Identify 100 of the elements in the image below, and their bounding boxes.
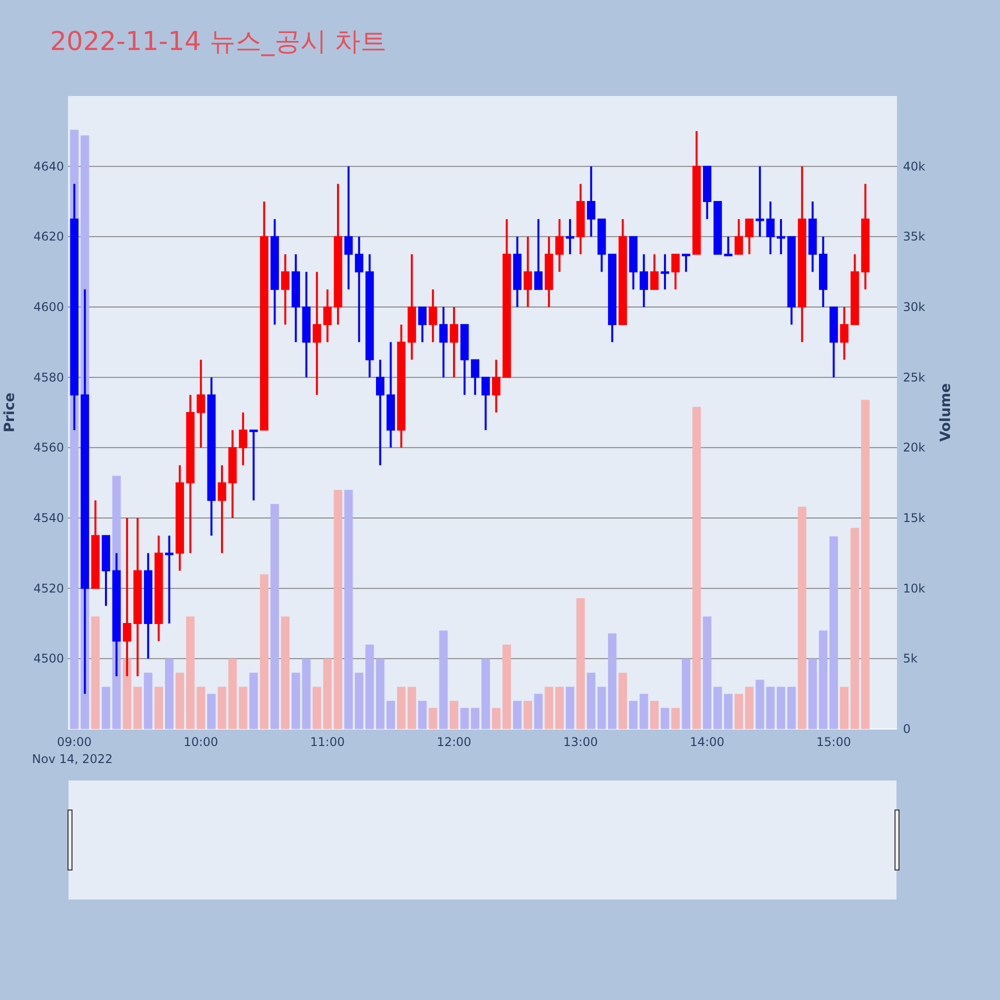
bar [418,700,427,729]
bar [629,700,638,729]
bar [745,686,754,729]
candlestick [734,218,743,256]
bar [713,686,722,729]
candlestick [428,288,438,344]
bar [692,406,701,729]
y-tick-label: 4600 [33,300,64,314]
bar [397,686,406,729]
candlestick [650,253,659,290]
candlestick [481,376,490,432]
bar [228,658,237,729]
bar [555,686,564,729]
bar [450,700,458,729]
bar [218,686,226,729]
candlestick [165,534,174,624]
y2-tick-label: 35k [903,230,926,244]
bar [524,700,532,729]
x-tick-label: 09:00 [57,735,92,749]
bar [122,658,132,729]
y2-tick-label: 40k [903,159,926,174]
candlestick [218,464,226,554]
candlestick [249,429,258,502]
candlestick [534,218,543,290]
bar [798,506,806,729]
text: Nov 14, 2022 [32,752,113,766]
y2-tick-label: 20k [903,440,926,455]
x-tick-label: 13:00 [563,735,598,749]
bar [312,686,322,729]
x-tick-label: 14:00 [690,735,724,749]
y-tick-label: 4540 [33,511,64,525]
candlestick [555,218,564,273]
bar [724,694,732,729]
candlestick [756,165,764,238]
bar [544,686,554,729]
bar [344,490,353,729]
x-tick-label: 11:00 [310,735,345,749]
bar [829,536,838,729]
candlestick [439,306,448,378]
bar [439,630,448,729]
bar [176,672,184,729]
bar [776,686,786,729]
bar [586,672,596,729]
bar [186,616,195,729]
bar [861,400,870,729]
bar [196,686,206,729]
candlestick [450,306,458,378]
candlestick [660,253,670,290]
candlestick [745,218,754,256]
y2-tick-label: 15k [903,511,926,525]
y2-tick-label: 5k [903,652,918,666]
bar [660,708,670,729]
candlestick [196,358,206,449]
bar [408,686,416,729]
bar [376,658,384,729]
bar [682,658,690,729]
bar [249,672,258,729]
candlestick [418,306,427,344]
candlestick [682,253,690,273]
candlestick [766,200,775,256]
bar [154,686,163,729]
bar [702,616,712,729]
candlestick [323,288,332,344]
y-tick-label: 4560 [33,440,64,455]
bar [238,686,248,729]
candlestick [344,165,353,290]
y2-tick-label: 30k [903,300,926,314]
y-tick-label: 4620 [33,230,64,244]
candlestick [376,358,384,466]
candlestick [281,253,290,326]
bar [734,694,744,729]
bar [808,658,817,729]
y-axis-title: Price [2,392,18,432]
bar [618,672,628,729]
chart-title: 2022-11-14 뉴스_공시 차트 [50,27,387,57]
x-tick-label: 12:00 [436,735,472,749]
candlestick [566,218,574,256]
bar [365,644,374,729]
y2-tick-label: 0 [903,722,911,736]
bar [576,598,585,729]
bar [91,616,100,729]
bar [502,644,512,729]
bar [292,672,300,729]
bar [323,658,332,729]
bar [302,658,311,729]
bar [650,700,659,729]
candlestick [776,218,786,256]
bar [787,686,796,729]
bar [766,686,775,729]
bar [386,700,395,729]
x-tick-label: 10:00 [184,735,218,749]
y-tick-label: 4580 [33,370,64,384]
bar [534,694,543,729]
bar [334,490,342,729]
bar [102,686,110,729]
candlestick [524,236,532,308]
bar [608,633,616,729]
bar [270,504,279,729]
bar [481,658,490,729]
candlestick [671,253,680,290]
